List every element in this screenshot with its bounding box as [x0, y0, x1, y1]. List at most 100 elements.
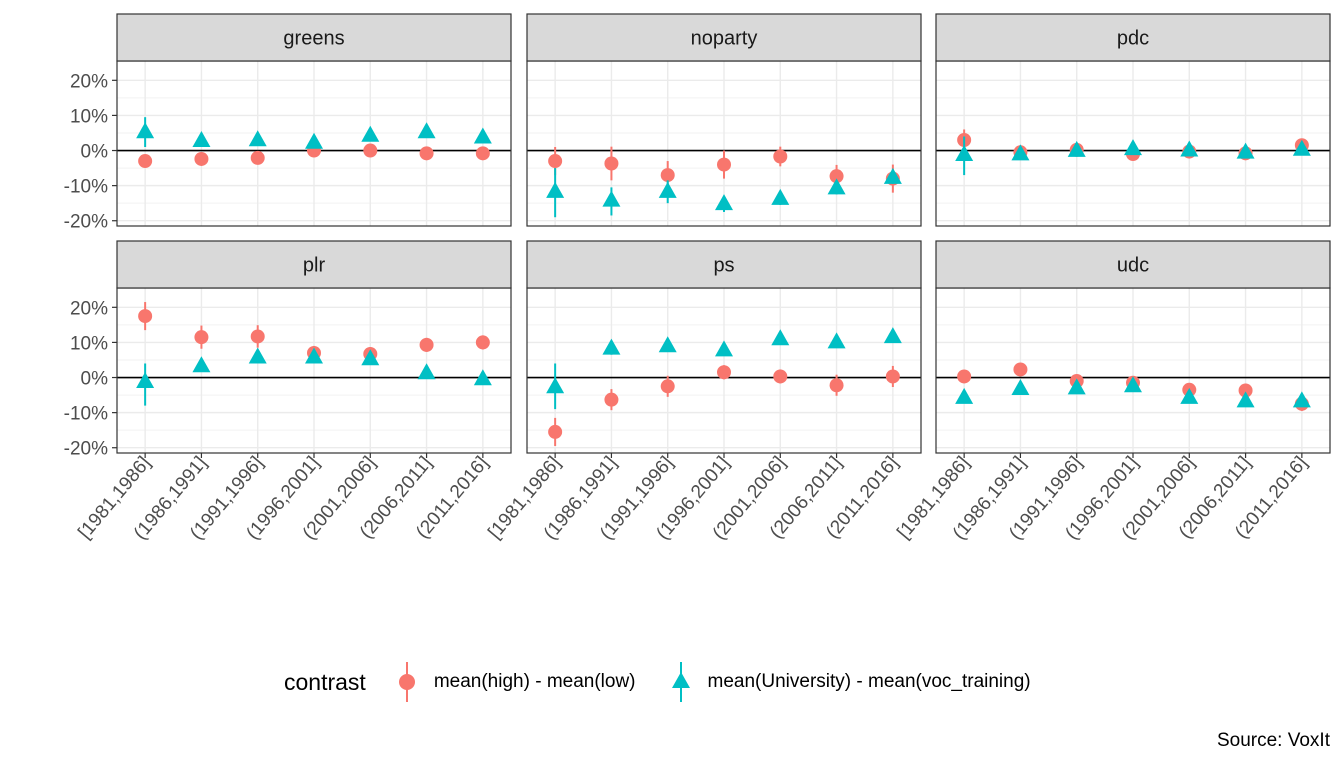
point-high-low — [138, 309, 153, 324]
point-high-low — [717, 157, 731, 172]
point-uni-voc — [305, 347, 323, 364]
point-uni-voc — [658, 181, 677, 198]
point-high-low — [250, 329, 265, 344]
point-uni-voc — [473, 369, 492, 386]
point-uni-voc — [546, 181, 565, 198]
point-uni-voc — [715, 340, 733, 357]
point-high-low — [1238, 383, 1253, 398]
y-tick-label: 0% — [81, 142, 109, 163]
facet-label: udc — [1117, 255, 1149, 277]
y-tick-label: 10% — [70, 333, 108, 354]
point-high-low — [604, 156, 619, 171]
point-high-low — [548, 154, 563, 169]
point-high-low — [475, 335, 490, 350]
y-tick-label: -10% — [64, 404, 108, 425]
point-uni-voc — [1292, 139, 1311, 156]
point-uni-voc — [1124, 139, 1142, 156]
point-uni-voc — [658, 336, 677, 353]
y-tick-label: 20% — [70, 71, 108, 92]
point-uni-voc — [361, 125, 380, 142]
point-uni-voc — [136, 372, 155, 389]
point-uni-voc — [473, 127, 492, 144]
point-uni-voc — [248, 130, 267, 147]
point-uni-voc — [1180, 140, 1199, 157]
point-uni-voc — [417, 363, 436, 380]
point-high-low — [419, 146, 434, 161]
point-uni-voc — [883, 327, 902, 344]
point-high-low — [660, 379, 675, 394]
point-uni-voc — [1292, 391, 1311, 408]
point-high-low — [419, 337, 434, 352]
facet-label: noparty — [691, 28, 758, 50]
point-high-low — [829, 169, 844, 184]
point-uni-voc — [1236, 391, 1255, 408]
point-uni-voc — [827, 178, 846, 195]
point-uni-voc — [827, 332, 846, 349]
point-high-low — [604, 392, 619, 407]
point-high-low — [660, 168, 675, 183]
facet-strip — [526, 13, 922, 62]
point-high-low — [773, 149, 788, 164]
legend-label-uni-voc: mean(University) - mean(voc_training) — [707, 671, 1031, 692]
caption: Source: VoxIt — [1216, 730, 1330, 751]
point-uni-voc — [1236, 142, 1255, 159]
point-uni-voc — [771, 188, 790, 205]
point-uni-voc — [305, 132, 323, 149]
point-high-low — [363, 143, 378, 158]
facet-strip — [935, 240, 1331, 289]
facet-strip — [116, 13, 512, 62]
point-uni-voc — [136, 122, 155, 139]
point-uni-voc — [1011, 144, 1030, 161]
facet-label: greens — [283, 28, 344, 50]
point-uni-voc — [361, 349, 380, 366]
point-uni-voc — [192, 356, 211, 373]
point-uni-voc — [955, 145, 974, 162]
point-high-low — [548, 424, 563, 439]
facet-strip — [935, 13, 1331, 62]
point-uni-voc — [883, 167, 902, 184]
point-high-low — [138, 154, 153, 169]
legend-label-high-low: mean(high) - mean(low) — [433, 671, 636, 692]
point-high-low — [829, 378, 844, 393]
point-uni-voc — [1067, 378, 1086, 395]
point-uni-voc — [602, 338, 621, 355]
facet-label: plr — [303, 255, 326, 277]
point-high-low — [194, 330, 209, 345]
y-tick-label: 0% — [81, 369, 109, 390]
point-high-low — [773, 369, 788, 384]
point-uni-voc — [192, 130, 211, 147]
point-uni-voc — [248, 347, 267, 364]
legend: contrast mean(high) - mean(low) mean(Uni… — [284, 660, 1061, 704]
point-uni-voc — [602, 190, 621, 207]
legend-key-circle — [398, 662, 415, 702]
point-uni-voc — [1011, 379, 1030, 396]
point-high-low — [250, 150, 265, 165]
point-high-low — [475, 146, 490, 161]
legend-title: contrast — [284, 668, 366, 695]
facet-strip — [116, 240, 512, 289]
point-uni-voc — [1180, 387, 1199, 404]
point-uni-voc — [715, 194, 733, 211]
point-high-low — [957, 369, 972, 384]
point-uni-voc — [1067, 140, 1086, 157]
facet-label: pdc — [1117, 28, 1149, 50]
point-high-low — [717, 365, 731, 380]
y-tick-label: -20% — [64, 439, 108, 460]
facet-label: ps — [713, 255, 734, 277]
y-tick-label: -20% — [64, 212, 108, 233]
legend-item-uni-voc: mean(University) - mean(voc_training) — [666, 660, 1031, 704]
y-tick-label: -10% — [64, 177, 108, 198]
point-high-low — [885, 369, 900, 384]
y-tick-label: 10% — [70, 106, 108, 127]
legend-key-triangle — [671, 662, 690, 702]
facet-strip — [526, 240, 922, 289]
point-uni-voc — [546, 377, 565, 394]
point-high-low — [1013, 362, 1028, 377]
point-high-low — [194, 151, 209, 166]
point-uni-voc — [771, 329, 790, 346]
legend-item-high-low: mean(high) - mean(low) — [392, 660, 636, 704]
point-uni-voc — [1124, 376, 1142, 393]
point-uni-voc — [955, 387, 974, 404]
point-uni-voc — [417, 122, 436, 139]
